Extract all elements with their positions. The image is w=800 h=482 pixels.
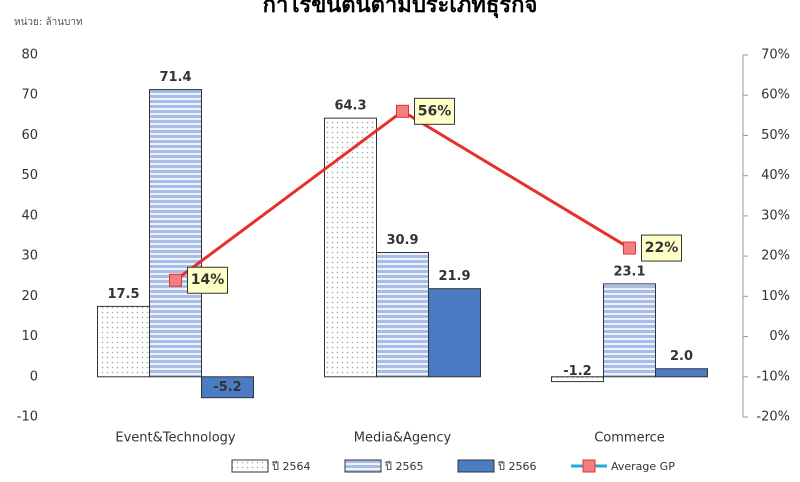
- y-tick-label: 30: [21, 249, 38, 264]
- bar: [376, 251, 429, 378]
- x-tick-label: Event&Technology: [115, 431, 236, 446]
- y-tick-label: 20: [21, 289, 38, 304]
- line-marker: [169, 273, 182, 287]
- value-label: -5.2: [213, 380, 241, 395]
- y2-tick-label: 60%: [761, 88, 790, 103]
- value-label: 71.4: [159, 70, 191, 85]
- y2-tick-label: 0%: [769, 329, 790, 344]
- line-marker: [396, 104, 409, 118]
- chart-title: กำไรขั้นต้นตามประเภทธุรกิจ: [263, 0, 538, 19]
- value-label: -1.2: [563, 364, 591, 379]
- value-label: 22%: [645, 240, 679, 256]
- legend-label: ปี 2565: [384, 460, 424, 473]
- legend-swatch: [231, 459, 269, 473]
- label-box: [641, 234, 682, 262]
- y2-tick-label: 70%: [761, 48, 790, 63]
- y2-tick-label: -20%: [756, 410, 790, 425]
- y2-tick-label: -10%: [756, 369, 790, 384]
- bar: [149, 89, 202, 378]
- y2-tick-label: 10%: [761, 289, 790, 304]
- y2-tick-label: 50%: [761, 128, 790, 143]
- line-marker: [623, 241, 636, 255]
- y2-tick-label: 40%: [761, 168, 790, 183]
- legend-swatch: [582, 459, 596, 473]
- y-tick-label: 40: [21, 208, 38, 223]
- bar: [551, 376, 604, 383]
- x-tick-label: Commerce: [594, 431, 665, 446]
- y-tick-label: 70: [21, 88, 38, 103]
- value-label: 64.3: [334, 99, 366, 114]
- bar: [324, 117, 377, 378]
- value-label: 56%: [418, 103, 452, 119]
- bar: [201, 376, 254, 399]
- x-tick-label: Media&Agency: [354, 431, 452, 446]
- bar: [428, 288, 481, 378]
- label-box: [414, 97, 455, 125]
- y-tick-label: 0: [30, 369, 38, 384]
- bar: [603, 283, 656, 378]
- value-label: 21.9: [438, 269, 470, 284]
- unit-label: หน่วย: ล้านบาท: [14, 16, 83, 28]
- y2-tick-label: 30%: [761, 208, 790, 223]
- label-box: [187, 266, 228, 294]
- y2-tick-label: 20%: [761, 249, 790, 264]
- value-label: 23.1: [613, 264, 645, 279]
- y-tick-label: 80: [21, 48, 38, 63]
- y-tick-label: -10: [17, 410, 38, 425]
- value-label: 2.0: [670, 349, 693, 364]
- bar: [655, 368, 708, 378]
- y-tick-label: 50: [21, 168, 38, 183]
- bar: [97, 305, 150, 378]
- y-tick-label: 10: [21, 329, 38, 344]
- legend-swatch: [457, 459, 495, 473]
- value-label: 30.9: [386, 233, 418, 248]
- value-label: 14%: [191, 272, 225, 288]
- value-label: 17.5: [107, 287, 139, 302]
- y-tick-label: 60: [21, 128, 38, 143]
- legend-label: ปี 2566: [497, 460, 537, 473]
- legend-swatch: [344, 459, 382, 473]
- legend-label: ปี 2564: [271, 460, 311, 473]
- legend-label: Average GP: [611, 460, 675, 473]
